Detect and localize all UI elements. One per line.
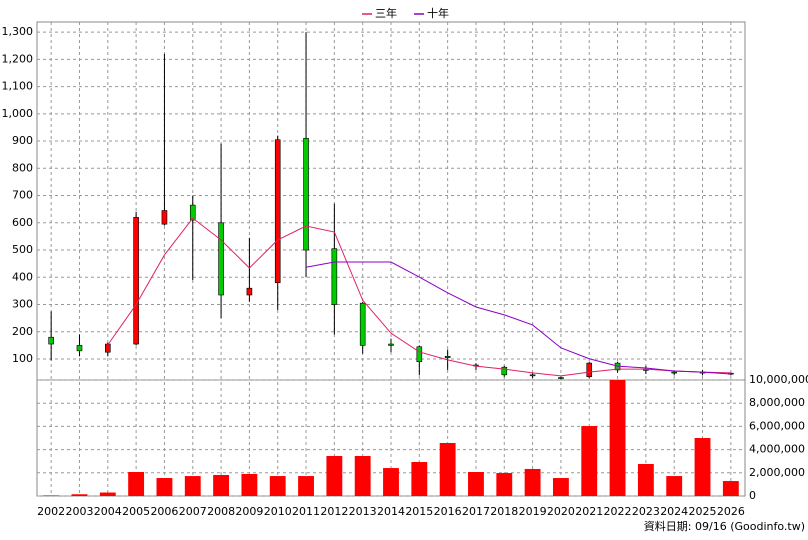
volume-bar bbox=[524, 468, 541, 496]
y2-tick-label: 4,000,000 bbox=[749, 443, 805, 456]
x-tick-label: 2013 bbox=[349, 505, 377, 518]
volume-bar bbox=[43, 495, 60, 496]
y2-tick-label: 6,000,000 bbox=[749, 419, 805, 432]
x-tick-label: 2021 bbox=[575, 505, 603, 518]
volume-bar bbox=[468, 471, 484, 496]
legend-label: 三年 bbox=[375, 6, 397, 20]
volume-bar bbox=[439, 442, 456, 496]
y2-tick-label: 8,000,000 bbox=[749, 396, 805, 409]
x-tick-label: 2006 bbox=[150, 505, 178, 518]
x-tick-label: 2017 bbox=[462, 505, 490, 518]
y-tick-label: 500 bbox=[12, 243, 33, 256]
y2-tick-label: 2,000,000 bbox=[749, 466, 805, 479]
volume-bar bbox=[411, 462, 428, 496]
x-tick-label: 2010 bbox=[264, 505, 292, 518]
volume-bar bbox=[354, 455, 371, 496]
x-tick-label: 2026 bbox=[717, 505, 745, 518]
candle-body bbox=[303, 138, 309, 251]
volume-bar bbox=[383, 468, 399, 496]
x-tick-label: 2007 bbox=[179, 505, 207, 518]
volume-bar bbox=[156, 478, 173, 496]
footer: 資料日期: 09/16 (Goodinfo.tw) bbox=[644, 519, 805, 533]
volume-bar bbox=[184, 476, 201, 496]
candle-body bbox=[76, 345, 83, 352]
x-tick-label: 2024 bbox=[660, 505, 688, 518]
x-tick-label: 2003 bbox=[65, 505, 93, 518]
x-tick-label: 2008 bbox=[207, 505, 235, 518]
candle-body bbox=[274, 139, 281, 284]
y-tick-label: 1,000 bbox=[2, 107, 34, 120]
x-tick-label: 2011 bbox=[292, 505, 320, 518]
volume-bar bbox=[581, 426, 598, 496]
x-tick-label: 2025 bbox=[689, 505, 717, 518]
x-tick-label: 2022 bbox=[604, 505, 632, 518]
y-tick-label: 900 bbox=[12, 134, 33, 147]
y-tick-label: 800 bbox=[12, 161, 33, 174]
x-tick-label: 2005 bbox=[122, 505, 150, 518]
x-tick-label: 2019 bbox=[519, 505, 547, 518]
candle-body bbox=[416, 346, 423, 363]
candle-body bbox=[529, 374, 536, 377]
candle-body bbox=[105, 343, 111, 353]
x-tick-label: 2012 bbox=[320, 505, 348, 518]
y-tick-label: 1,100 bbox=[2, 80, 34, 93]
volume-bar bbox=[269, 476, 286, 496]
volume-bar bbox=[241, 473, 258, 496]
candle-body bbox=[388, 343, 394, 346]
candle-body bbox=[671, 371, 678, 374]
x-tick-label: 2004 bbox=[94, 505, 122, 518]
x-tick-label: 2023 bbox=[632, 505, 660, 518]
candle-body bbox=[331, 248, 338, 305]
volume-bar bbox=[637, 463, 654, 496]
candle-body bbox=[189, 204, 196, 221]
y-tick-label: 1,300 bbox=[2, 25, 34, 38]
x-tick-label: 2014 bbox=[377, 505, 405, 518]
x-tick-label: 2009 bbox=[235, 505, 263, 518]
candle-body bbox=[48, 336, 54, 345]
volume-bar bbox=[99, 492, 116, 496]
x-tick-label: 2015 bbox=[405, 505, 433, 518]
candle-body bbox=[359, 302, 366, 346]
ma-line bbox=[107, 217, 731, 377]
x-tick-label: 2020 bbox=[547, 505, 575, 518]
ma-line bbox=[305, 261, 731, 375]
volume-bar bbox=[552, 478, 569, 496]
x-tick-label: 2002 bbox=[37, 505, 65, 518]
y2-tick-label: 10,000,000 bbox=[749, 373, 808, 386]
candle-body bbox=[161, 210, 168, 225]
y-tick-label: 700 bbox=[12, 189, 33, 202]
candle-body bbox=[501, 366, 508, 376]
y-tick-label: 600 bbox=[12, 216, 33, 229]
candle-body bbox=[586, 362, 593, 378]
legend-label: 十年 bbox=[427, 6, 449, 20]
candle-body bbox=[218, 222, 224, 296]
y-tick-label: 400 bbox=[12, 270, 33, 283]
volume-bar bbox=[326, 455, 343, 496]
volume-bar bbox=[666, 476, 683, 496]
volume-bar bbox=[128, 471, 145, 496]
volume-bar bbox=[298, 476, 314, 496]
candle-body bbox=[444, 355, 451, 358]
candle-body bbox=[133, 217, 139, 345]
y-tick-label: 100 bbox=[12, 352, 33, 365]
volume-bar bbox=[71, 494, 88, 496]
volume-bar bbox=[722, 481, 739, 496]
y-tick-label: 300 bbox=[12, 298, 33, 311]
candle-body bbox=[246, 287, 253, 296]
volume-bar bbox=[496, 473, 513, 496]
candle-body bbox=[558, 377, 564, 379]
x-tick-label: 2018 bbox=[490, 505, 518, 518]
y-tick-label: 200 bbox=[12, 325, 33, 338]
volume-bar bbox=[213, 475, 230, 496]
x-tick-label: 2016 bbox=[434, 505, 462, 518]
y2-tick-label: 0 bbox=[749, 489, 756, 502]
volume-bar bbox=[694, 438, 711, 496]
y-tick-label: 1,200 bbox=[2, 52, 34, 65]
volume-bar bbox=[609, 380, 626, 496]
